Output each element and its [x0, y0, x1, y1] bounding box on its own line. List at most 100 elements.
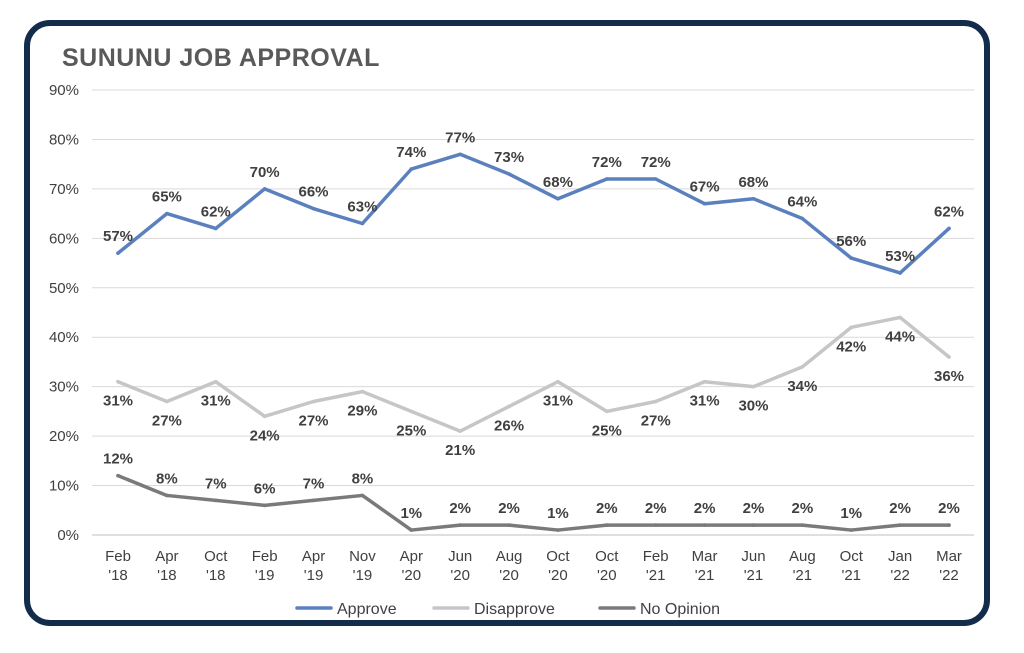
approve-point [165, 211, 169, 216]
no-opinion-point [702, 523, 707, 527]
approve-data-label: 77% [445, 129, 475, 146]
x-tick-label: '20 [548, 567, 568, 584]
x-tick-label: '21 [695, 567, 715, 584]
approve-data-label: 63% [347, 199, 377, 216]
approve-data-label: 65% [152, 189, 182, 206]
x-tick-label: '21 [793, 567, 813, 584]
no-opinion-data-label: 8% [156, 470, 178, 487]
no-opinion-point [507, 523, 511, 527]
no-opinion-point [605, 523, 609, 527]
approve-point [311, 206, 316, 211]
disapprove-data-label: 42% [836, 338, 866, 355]
approve-data-label: 72% [592, 154, 622, 171]
no-opinion-data-label: 7% [205, 475, 227, 492]
no-opinion-data-label: 2% [743, 500, 765, 517]
disapprove-data-label: 31% [103, 393, 133, 410]
no-opinion-point [262, 503, 267, 508]
approve-point [556, 196, 560, 201]
disapprove-data-label: 25% [592, 422, 622, 439]
disapprove-point [165, 399, 169, 404]
disapprove-point [262, 414, 267, 419]
no-opinion-point [409, 528, 414, 532]
legend-label-disapprove: Disapprove [474, 601, 555, 618]
no-opinion-data-label: 12% [103, 451, 133, 468]
x-tick-label: Oct [840, 548, 864, 565]
disapprove-point [849, 325, 854, 330]
approve-data-label: 62% [934, 203, 964, 220]
no-opinion-data-label: 2% [938, 500, 960, 517]
chart-title: SUNUNU JOB APPROVAL [62, 44, 380, 72]
disapprove-data-label: 27% [641, 413, 671, 430]
approve-data-label: 70% [250, 164, 280, 181]
x-tick-label: Apr [400, 548, 423, 565]
x-tick-label: Jan [888, 548, 912, 565]
approve-point [409, 167, 414, 171]
no-opinion-point [849, 528, 854, 532]
approve-point [360, 221, 365, 226]
no-opinion-point [556, 528, 560, 532]
no-opinion-point [116, 473, 120, 478]
disapprove-point [800, 365, 805, 369]
x-tick-label: Feb [105, 548, 131, 565]
disapprove-data-label: 31% [201, 393, 231, 410]
approve-point [116, 251, 120, 255]
x-tick-label: '18 [108, 567, 128, 584]
disapprove-line [116, 315, 951, 433]
x-tick-label: '18 [157, 567, 177, 584]
approve-data-label: 57% [103, 228, 133, 245]
approve-point [898, 271, 902, 275]
disapprove-data-label: 36% [934, 368, 964, 385]
x-tick-label: Jun [741, 548, 765, 565]
x-tick-label: '20 [450, 567, 470, 584]
x-tick-label: Aug [496, 548, 523, 565]
no-opinion-data-label: 1% [400, 505, 422, 522]
y-tick-label: 90% [49, 82, 79, 99]
y-tick-label: 20% [49, 428, 79, 445]
approve-data-label: 68% [543, 174, 573, 191]
y-tick-label: 70% [49, 181, 79, 198]
x-tick-label: '20 [402, 567, 422, 584]
approve-point [507, 172, 511, 176]
disapprove-point [360, 389, 365, 394]
disapprove-point [653, 399, 658, 404]
no-opinion-data-label: 7% [303, 475, 325, 492]
disapprove-point [898, 315, 902, 320]
x-tick-label: '21 [841, 567, 861, 584]
no-opinion-data-label: 2% [889, 500, 911, 517]
x-tick-label: Oct [595, 548, 619, 565]
y-tick-label: 0% [57, 527, 79, 544]
disapprove-data-label: 26% [494, 417, 524, 434]
approve-point [702, 201, 707, 206]
disapprove-point [458, 429, 462, 433]
disapprove-data-label: 21% [445, 442, 475, 459]
approve-data-label: 64% [787, 194, 817, 211]
disapprove-data-label: 34% [787, 378, 817, 395]
approve-data-label: 73% [494, 149, 524, 166]
disapprove-point [605, 409, 609, 414]
no-opinion-data-label: 2% [498, 500, 520, 517]
no-opinion-point [458, 523, 462, 527]
disapprove-point [213, 379, 218, 384]
disapprove-data-label: 44% [885, 328, 915, 345]
no-opinion-point [360, 493, 365, 498]
disapprove-point [556, 379, 560, 384]
x-tick-label: '20 [499, 567, 519, 584]
approve-point [458, 152, 462, 157]
approve-data-label: 74% [396, 144, 426, 161]
no-opinion-point [947, 523, 951, 527]
disapprove-data-label: 29% [347, 403, 377, 420]
disapprove-data-label: 24% [250, 427, 280, 444]
no-opinion-data-label: 2% [792, 500, 814, 517]
disapprove-point [311, 399, 316, 404]
no-opinion-point [213, 498, 218, 503]
legend-label-approve: Approve [337, 601, 397, 618]
y-tick-label: 40% [49, 329, 79, 346]
no-opinion-data-label: 2% [596, 500, 618, 517]
approve-data-label: 67% [690, 179, 720, 196]
disapprove-point [507, 404, 511, 409]
approve-data-label: 72% [641, 154, 671, 171]
y-tick-label: 80% [49, 131, 79, 148]
approve-point [213, 226, 218, 231]
x-tick-label: Jun [448, 548, 472, 565]
